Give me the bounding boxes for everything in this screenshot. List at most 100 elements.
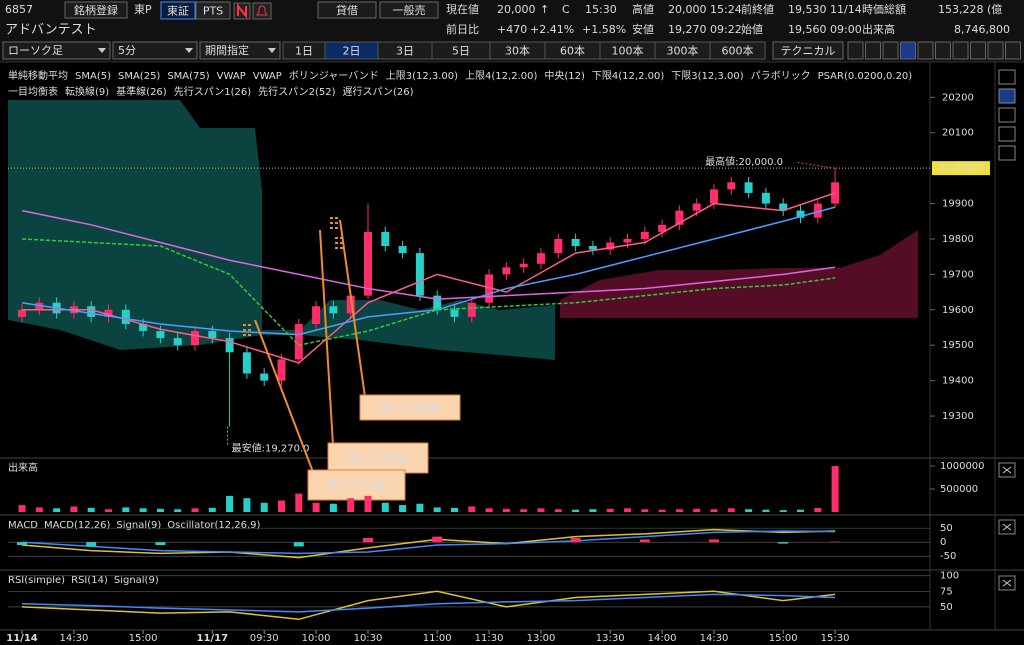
range-button[interactable] bbox=[709, 41, 766, 60]
candle-body bbox=[208, 331, 217, 339]
oscillator-bar bbox=[709, 539, 719, 543]
x-tick-label: 09:30 bbox=[250, 633, 279, 644]
legend-entry: VWAP bbox=[217, 71, 246, 82]
marker bbox=[243, 324, 253, 336]
callout-box bbox=[327, 442, 429, 474]
icon-button[interactable] bbox=[998, 107, 1016, 123]
tool-icon[interactable] bbox=[1005, 41, 1021, 60]
callout-leader bbox=[319, 229, 334, 446]
news-icon-glyph bbox=[237, 3, 247, 19]
tab[interactable] bbox=[195, 1, 231, 20]
ichimoku-cloud bbox=[560, 230, 918, 318]
candle-body bbox=[312, 306, 321, 324]
dropdown[interactable] bbox=[112, 41, 198, 60]
dropdown[interactable] bbox=[199, 41, 281, 60]
current-price-box bbox=[932, 161, 990, 176]
volume-bar bbox=[87, 507, 95, 512]
callout-leader bbox=[254, 319, 314, 473]
open-label: 始値 bbox=[741, 22, 763, 36]
volume-bar bbox=[433, 507, 441, 512]
market: 東P bbox=[134, 3, 152, 16]
dropdown[interactable] bbox=[2, 41, 111, 60]
oscillator-bar bbox=[363, 538, 373, 543]
high-label: 高値 bbox=[632, 2, 654, 16]
overlay-line bbox=[22, 192, 836, 364]
candle-body bbox=[87, 306, 96, 317]
candle-body bbox=[329, 306, 338, 314]
volume-bar bbox=[18, 505, 26, 512]
volume-label: 出来高 bbox=[862, 22, 895, 36]
tool-icon[interactable] bbox=[882, 41, 899, 60]
callout-text: 買いで利確 bbox=[348, 451, 408, 466]
price: 20,000 bbox=[497, 3, 536, 16]
low-note: 最安値:19,270.0 bbox=[232, 442, 310, 455]
candle-body bbox=[139, 323, 148, 332]
tab[interactable] bbox=[160, 1, 196, 20]
tool-icon[interactable] bbox=[987, 41, 1004, 60]
candle-body bbox=[277, 359, 286, 381]
icon-button[interactable] bbox=[998, 126, 1016, 142]
candle-body bbox=[433, 295, 442, 310]
volume-bar bbox=[364, 495, 372, 512]
y-tick-label: 19700 bbox=[942, 269, 974, 280]
volume-bar bbox=[105, 509, 112, 512]
close-button[interactable] bbox=[998, 575, 1016, 591]
y-tick-label: 19500 bbox=[942, 340, 974, 351]
tool-icon[interactable] bbox=[935, 41, 951, 60]
legend-entry: SMA(75) bbox=[167, 71, 209, 82]
tool-icon[interactable] bbox=[865, 41, 881, 60]
legend-entry: パラボリック bbox=[751, 70, 811, 82]
candle-body bbox=[242, 352, 251, 374]
action-button[interactable] bbox=[317, 1, 377, 19]
tool-icon[interactable] bbox=[917, 41, 934, 60]
y-tick-label: 20200 bbox=[942, 92, 974, 103]
dropdown-arrow bbox=[185, 48, 193, 53]
oscillator-bar bbox=[639, 539, 650, 543]
volume-bar bbox=[381, 502, 389, 512]
icon-button[interactable] bbox=[998, 69, 1016, 85]
x-tick-label: 13:00 bbox=[527, 633, 556, 644]
volume-bar bbox=[572, 509, 580, 512]
dropdown-arrow bbox=[268, 48, 276, 53]
tool-icon[interactable] bbox=[847, 41, 864, 60]
y-tick-label: 19300 bbox=[942, 411, 974, 422]
legend-entry: RSI(14) bbox=[71, 575, 108, 586]
volume-bar bbox=[658, 509, 666, 512]
close-button[interactable] bbox=[998, 519, 1016, 535]
candle-body bbox=[346, 295, 355, 314]
overlay-line bbox=[21, 209, 836, 300]
close-button[interactable] bbox=[998, 462, 1016, 478]
y-tick-label: 19400 bbox=[942, 376, 974, 387]
side-icons bbox=[998, 69, 1016, 591]
register-button[interactable] bbox=[64, 1, 128, 19]
tool-icon[interactable] bbox=[900, 41, 916, 60]
icon-button[interactable] bbox=[998, 145, 1016, 161]
tool-icon[interactable] bbox=[952, 41, 969, 60]
volume-bar bbox=[727, 508, 735, 512]
candle-body bbox=[450, 309, 459, 317]
legend-entry: 下限4(12,2.00) bbox=[592, 70, 664, 82]
action-button[interactable] bbox=[379, 1, 439, 19]
x-tick-label: 10:30 bbox=[354, 633, 383, 644]
prev-close-label: 前終値 bbox=[741, 2, 774, 16]
dropdown-label: ローソク足 bbox=[8, 44, 63, 57]
legend-entry: 先行スパン1(26) bbox=[174, 85, 251, 98]
candle-body bbox=[156, 331, 165, 339]
legend-entry: 先行スパン2(52) bbox=[258, 85, 335, 98]
candle-body bbox=[121, 309, 130, 324]
y-tick-label: 1000000 bbox=[940, 461, 985, 472]
volume-bar bbox=[831, 465, 839, 512]
candle-body bbox=[623, 238, 632, 243]
note-leader bbox=[795, 161, 836, 169]
legend-entry: MACD(12,26) bbox=[44, 520, 111, 531]
action-button-label: 貸借 bbox=[336, 3, 358, 17]
alert-icon[interactable] bbox=[252, 2, 272, 20]
technical-button[interactable] bbox=[772, 41, 844, 60]
x-tick-label: 13:30 bbox=[596, 633, 625, 644]
volume-bar bbox=[278, 500, 285, 512]
icon-button[interactable] bbox=[998, 88, 1016, 104]
candle-body bbox=[588, 246, 597, 250]
tool-icon[interactable] bbox=[970, 41, 986, 60]
candle-body bbox=[294, 323, 303, 360]
